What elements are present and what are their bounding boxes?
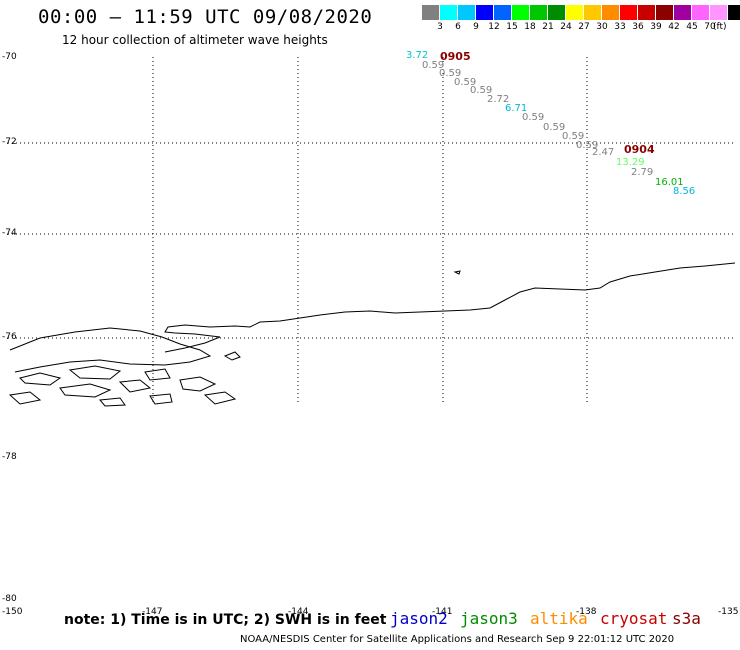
map-title: 00:00 – 11:59 UTC 09/08/2020 [38,6,373,28]
color-scale-label: 6 [455,22,461,32]
wave-height-value: 3.72 [406,50,429,61]
wave-height-value: 2.47 [592,147,615,158]
legend-entry-jason3: jason3 [460,609,518,628]
color-swatch [512,5,530,20]
color-scale-unit: (ft) [713,22,727,32]
wave-height-value: 13.29 [616,157,645,168]
wave-height-value: 0.59 [422,60,445,71]
color-swatch [494,5,512,20]
wave-height-value: 6.71 [505,103,528,114]
wave-height-value: 2.79 [631,167,654,178]
color-scale-label: 18 [524,22,536,32]
graticule [8,57,735,405]
lat-label: -78 [2,452,17,462]
wave-height-color-scale [422,5,740,20]
color-swatch [620,5,638,20]
color-swatch [458,5,476,20]
wave-height-value: 16.01 [655,177,684,188]
lon-label: -141 [432,607,453,617]
color-swatch [728,5,740,20]
color-swatch [440,5,458,20]
color-swatch [602,5,620,20]
legend-entry-altika: altika [530,609,588,628]
credits-footer: NOAA/NESDIS Center for Satellite Applica… [240,634,675,645]
color-scale-label: 36 [632,22,644,32]
wave-height-value: 0.59 [454,77,477,88]
lat-label: -70 [2,52,17,62]
color-scale-label: 21 [542,22,554,32]
lat-label: -74 [2,228,17,238]
color-swatch [476,5,494,20]
color-swatch [674,5,692,20]
footnote: note: 1) Time is in UTC; 2) SWH is in fe… [64,612,387,628]
wave-height-value: 8.56 [673,186,696,197]
lon-label: -138 [576,607,597,617]
track-date-label: 0904 [624,143,655,156]
color-swatch [422,5,440,20]
wave-height-value: 2.72 [487,94,510,105]
wave-height-value: 0.59 [562,131,585,142]
wave-height-value: 0.59 [543,122,566,133]
color-scale-label: 30 [596,22,608,32]
lat-label: -80 [2,594,17,604]
track-date-label: 0905 [440,50,471,63]
color-scale-label: 42 [668,22,680,32]
coastline [8,262,736,407]
color-scale-label: 24 [560,22,572,32]
color-swatch [710,5,728,20]
wave-height-value: 0.59 [439,68,462,79]
color-swatch [584,5,602,20]
color-scale-label: 27 [578,22,590,32]
legend-entry-jason2: jason2 [390,609,448,628]
lon-label: -150 [2,607,23,617]
wave-height-value: 0.59 [470,85,493,96]
color-scale-labels: 3 6 9 12 15 18 21 24 27 30 33 36 39 42 45 70 [422,22,719,32]
color-swatch [692,5,710,20]
lon-label: -144 [288,607,309,617]
color-swatch [656,5,674,20]
color-scale-label: 15 [506,22,518,32]
color-swatch [530,5,548,20]
lat-label: -76 [2,332,17,342]
map-subtitle: 12 hour collection of altimeter wave hei… [62,33,328,47]
legend-entry-cryosat: cryosat [600,609,668,628]
color-scale-label: 9 [473,22,479,32]
color-scale-label: 3 [437,22,443,32]
color-scale-label: 12 [488,22,500,32]
color-scale-label: 45 [686,22,698,32]
color-scale-label: 70 [704,22,716,32]
lat-label: -72 [2,137,17,147]
legend-entry-s3a: s3a [672,609,701,628]
wave-height-value: 0.59 [576,140,599,151]
color-scale-label: 39 [650,22,662,32]
color-scale-label: 33 [614,22,626,32]
color-swatch [566,5,584,20]
wave-height-value: 0.59 [522,112,545,123]
color-swatch [548,5,566,20]
lon-label: -135 [718,607,739,617]
lon-label: -147 [142,607,163,617]
color-swatch [638,5,656,20]
